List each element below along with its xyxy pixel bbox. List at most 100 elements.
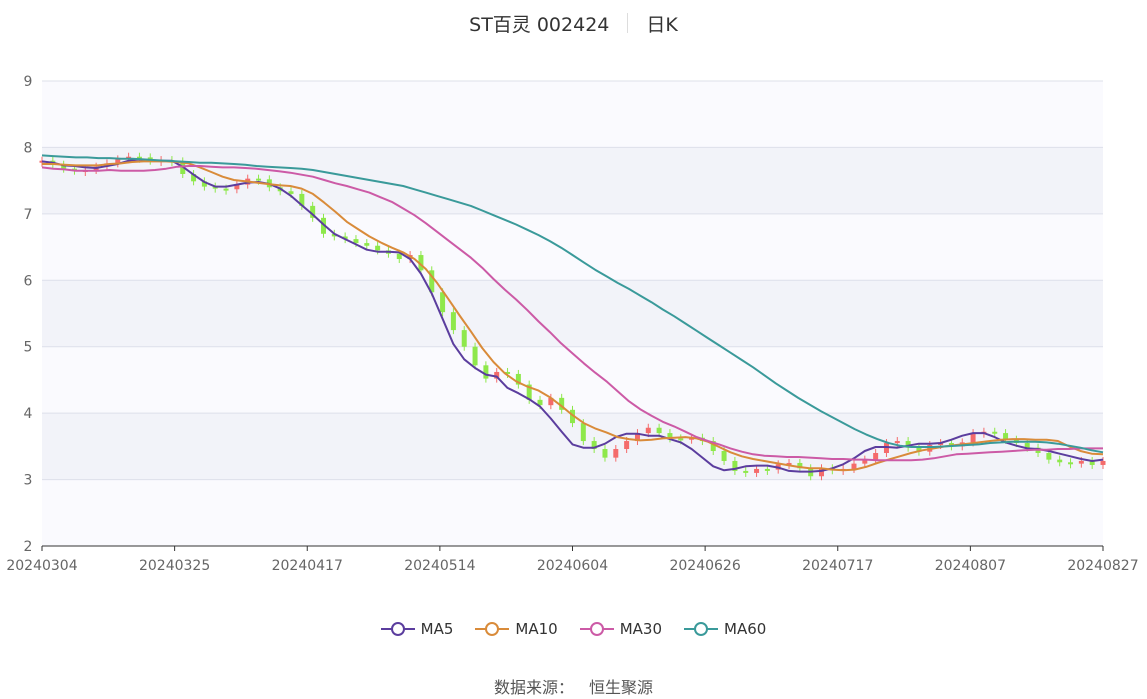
candle xyxy=(732,460,738,471)
y-tick-label: 3 xyxy=(24,473,33,489)
candle xyxy=(364,243,370,246)
candle xyxy=(570,409,575,424)
candle xyxy=(136,156,142,159)
ma-line-ma10 xyxy=(42,160,1104,472)
legend-label: MA30 xyxy=(619,620,663,638)
candle xyxy=(1024,443,1030,448)
candle xyxy=(201,181,207,187)
x-tick-label: 20240717 xyxy=(802,558,873,574)
candle xyxy=(754,468,760,473)
candle xyxy=(602,449,608,458)
legend-label: MA5 xyxy=(420,620,454,638)
legend-item-ma10[interactable]: MA10 xyxy=(475,620,558,638)
candle xyxy=(1057,459,1063,463)
candlestick-chart: 2 3 4 5 6 7 8 9 20240304 20240325 20240417 2024051… xyxy=(6,74,1139,574)
y-tick-label: 4 xyxy=(24,406,33,422)
legend-label: MA60 xyxy=(724,620,767,638)
plot-bands xyxy=(42,81,1103,546)
legend-item-ma5[interactable]: MA5 xyxy=(380,620,454,638)
candle xyxy=(256,178,262,181)
moving-average-lines xyxy=(41,154,1104,473)
candle xyxy=(61,164,67,169)
candle xyxy=(1100,460,1106,465)
chart-title: ST百灵 002424 日K xyxy=(0,8,1147,38)
candle xyxy=(883,443,889,453)
candle xyxy=(526,384,532,400)
candle xyxy=(916,447,922,452)
title-divider xyxy=(627,13,629,33)
candle xyxy=(743,470,749,473)
candle xyxy=(537,399,543,406)
y-tick-label: 5 xyxy=(24,340,33,356)
plot-band xyxy=(42,81,1103,148)
candle xyxy=(342,236,348,240)
candle xyxy=(299,193,305,206)
plot-band xyxy=(42,346,1103,414)
y-tick-label: 8 xyxy=(24,140,33,156)
candle xyxy=(483,365,489,379)
candle xyxy=(1003,433,1009,440)
legend-marker-icon xyxy=(579,622,614,636)
candle xyxy=(710,441,716,452)
candle xyxy=(353,239,359,244)
candle xyxy=(591,441,597,450)
candle xyxy=(1089,460,1095,465)
candle xyxy=(905,441,911,448)
candle xyxy=(1068,462,1074,465)
candle xyxy=(212,186,218,189)
candle xyxy=(862,459,868,464)
candle xyxy=(234,184,240,190)
candle xyxy=(678,438,684,441)
candle xyxy=(331,233,337,237)
legend-marker-icon xyxy=(380,622,415,636)
x-tick-label: 20240514 xyxy=(404,558,475,574)
candle xyxy=(223,188,229,191)
candle xyxy=(375,245,381,251)
x-axis: 20240304 20240325 20240417 20240514 20240604… xyxy=(6,545,1139,574)
y-tick-label: 7 xyxy=(24,207,33,223)
legend-item-ma30[interactable]: MA30 xyxy=(579,620,663,638)
data-source: 数据来源： 恒生聚源 xyxy=(0,674,1147,698)
y-axis: 2 3 4 5 6 7 8 9 xyxy=(24,74,33,555)
source-label: 数据来源： xyxy=(493,678,574,697)
x-tick-label: 20240325 xyxy=(139,558,210,574)
plot-band xyxy=(42,280,1103,347)
candle xyxy=(873,453,879,460)
candle xyxy=(288,191,294,194)
legend-marker-icon xyxy=(475,622,510,636)
x-tick-label: 20240604 xyxy=(537,558,608,574)
candle xyxy=(115,159,121,164)
legend-item-ma60[interactable]: MA60 xyxy=(684,620,766,638)
candle xyxy=(667,433,673,439)
candle xyxy=(429,270,435,293)
x-tick-label: 20240626 xyxy=(669,558,740,574)
candle xyxy=(548,397,554,406)
plot-band xyxy=(42,213,1103,281)
candle xyxy=(656,427,662,434)
candle xyxy=(559,397,565,410)
candle xyxy=(1078,460,1084,464)
y-tick-label: 6 xyxy=(24,273,33,289)
candle xyxy=(624,441,630,450)
candle xyxy=(645,427,651,434)
candle xyxy=(580,423,586,442)
x-tick-label: 20240827 xyxy=(1067,558,1138,574)
candle xyxy=(1046,453,1052,460)
x-tick-label: 20240304 xyxy=(6,558,77,574)
legend-marker-icon xyxy=(684,622,719,636)
plot-band xyxy=(42,479,1103,546)
candle xyxy=(613,449,619,458)
y-tick-label: 9 xyxy=(24,74,33,90)
ma-line-ma30 xyxy=(41,165,1103,462)
candle xyxy=(851,463,857,469)
candle xyxy=(505,371,511,374)
candle xyxy=(894,441,900,444)
candle xyxy=(191,174,197,182)
source-value: 恒生聚源 xyxy=(589,678,654,697)
candle xyxy=(310,205,316,218)
ma-line-ma5 xyxy=(41,158,1104,473)
candle xyxy=(396,253,402,260)
candle xyxy=(418,255,424,271)
candle xyxy=(786,462,792,465)
candle xyxy=(721,451,727,461)
